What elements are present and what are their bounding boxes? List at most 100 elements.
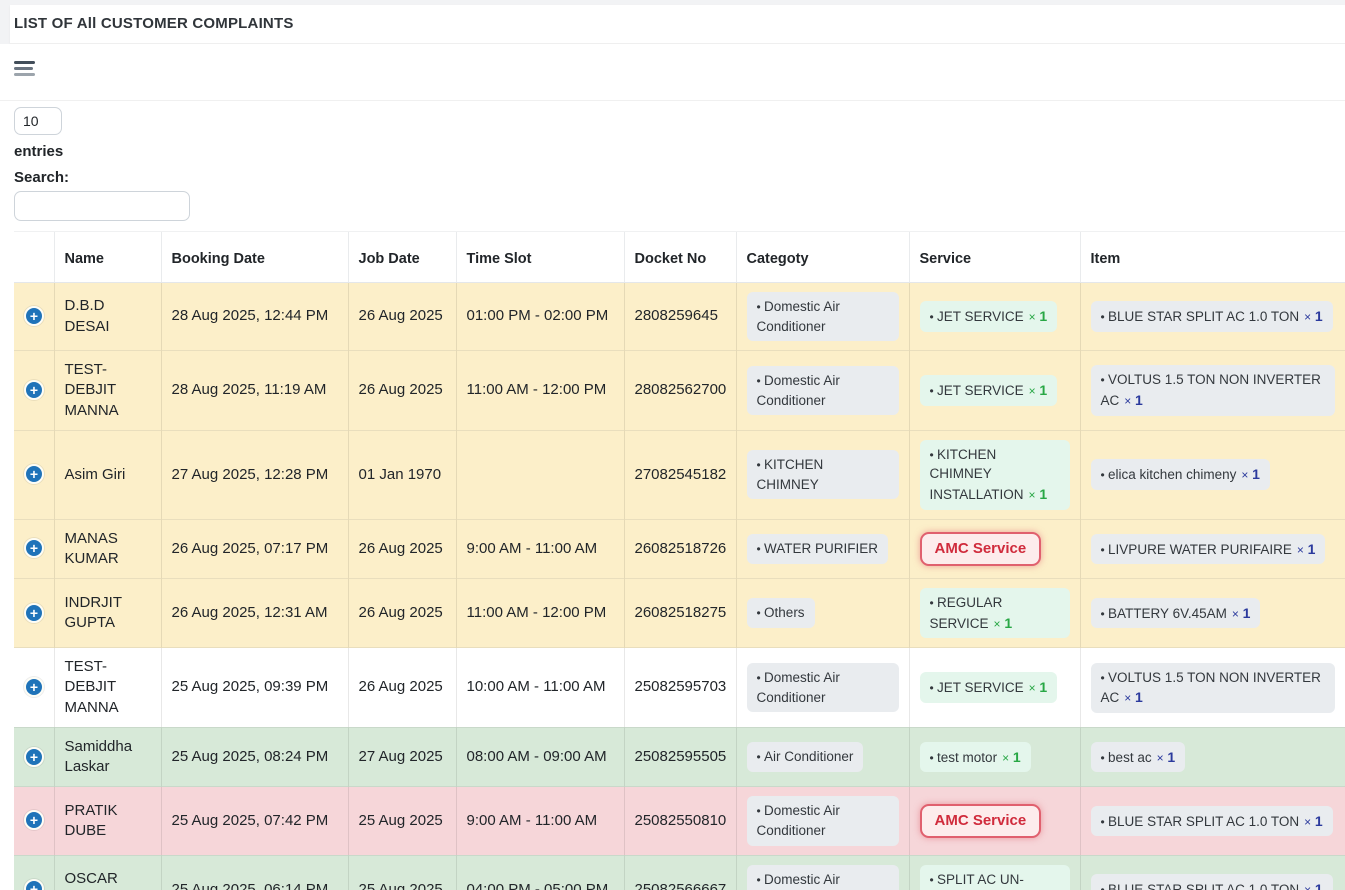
name-cell: OSCAR OMIN <box>54 855 161 890</box>
column-header-docket-no[interactable]: Docket No <box>624 232 736 283</box>
booking-date-cell: 28 Aug 2025, 12:44 PM <box>161 283 348 351</box>
column-header-item[interactable]: Item <box>1080 232 1345 283</box>
expand-row-button[interactable]: + <box>24 810 44 830</box>
category-badge: Domestic Air Conditioner <box>747 292 899 341</box>
booking-date-cell: 28 Aug 2025, 11:19 AM <box>161 351 348 431</box>
item-cell: best ac× 1 <box>1080 727 1345 787</box>
table-row: +OSCAR OMIN25 Aug 2025, 06:14 PM25 Aug 2… <box>14 855 1345 890</box>
multiply-sign: × <box>994 617 1001 631</box>
column-header-name[interactable]: Name <box>54 232 161 283</box>
time-slot-cell: 11:00 AM - 12:00 PM <box>456 351 624 431</box>
category-cell: Domestic Air Conditioner <box>736 648 909 728</box>
name-cell: TEST-DEBJIT MANNA <box>54 648 161 728</box>
multiply-sign: × <box>1029 681 1036 695</box>
docket-no-cell: 25082595505 <box>624 727 736 787</box>
booking-date-cell: 27 Aug 2025, 12:28 PM <box>161 430 348 519</box>
job-date-cell: 26 Aug 2025 <box>348 579 456 648</box>
booking-date-cell: 26 Aug 2025, 07:17 PM <box>161 519 348 579</box>
service-badge-qty: 1 <box>1039 486 1047 502</box>
expand-cell: + <box>14 648 54 728</box>
category-badge-label: Domestic Air Conditioner <box>757 670 840 705</box>
datatable-controls: 10 entries Search: <box>0 101 1345 225</box>
item-badge-label: BLUE STAR SPLIT AC 1.0 TON <box>1101 882 1300 890</box>
category-badge: Others <box>747 598 815 628</box>
item-badge-qty: 1 <box>1252 466 1260 482</box>
service-badge-label: JET SERVICE <box>930 383 1024 398</box>
expand-row-button[interactable]: + <box>24 879 44 890</box>
service-cell: JET SERVICE× 1 <box>909 283 1080 351</box>
job-date-cell: 01 Jan 1970 <box>348 430 456 519</box>
item-badge-qty: 1 <box>1315 813 1323 829</box>
category-badge-label: Others <box>757 605 805 620</box>
column-header-booking-date[interactable]: Booking Date <box>161 232 348 283</box>
item-badge-label: LIVPURE WATER PURIFAIRE <box>1101 542 1292 557</box>
service-badge: REGULAR SERVICE× 1 <box>920 588 1070 638</box>
table-row: +Samiddha Laskar25 Aug 2025, 08:24 PM27 … <box>14 727 1345 787</box>
docket-no-cell: 28082562700 <box>624 351 736 431</box>
column-header-job-date[interactable]: Job Date <box>348 232 456 283</box>
time-slot-cell: 11:00 AM - 12:00 PM <box>456 579 624 648</box>
item-badge: LIVPURE WATER PURIFAIRE× 1 <box>1091 534 1326 565</box>
service-cell: test motor× 1 <box>909 727 1080 787</box>
table-row: +INDRJIT GUPTA26 Aug 2025, 12:31 AM26 Au… <box>14 579 1345 648</box>
item-cell: LIVPURE WATER PURIFAIRE× 1 <box>1080 519 1345 579</box>
name-cell: Samiddha Laskar <box>54 727 161 787</box>
category-cell: Domestic Air Conditioner <box>736 787 909 855</box>
item-badge-qty: 1 <box>1315 881 1323 890</box>
hamburger-bar <box>14 67 33 70</box>
multiply-sign: × <box>1241 468 1248 482</box>
service-cell: AMC Service <box>909 787 1080 855</box>
multiply-sign: × <box>1304 815 1311 829</box>
column-header-categoty[interactable]: Categoty <box>736 232 909 283</box>
service-cell: JET SERVICE× 1 <box>909 351 1080 431</box>
name-cell: Asim Giri <box>54 430 161 519</box>
category-cell: Others <box>736 579 909 648</box>
category-badge-label: Air Conditioner <box>757 749 854 764</box>
table-row: +PRATIK DUBE25 Aug 2025, 07:42 PM25 Aug … <box>14 787 1345 855</box>
item-badge: BLUE STAR SPLIT AC 1.0 TON× 1 <box>1091 806 1333 837</box>
expand-row-button[interactable]: + <box>24 747 44 767</box>
multiply-sign: × <box>1297 543 1304 557</box>
item-badge-qty: 1 <box>1135 392 1143 408</box>
job-date-cell: 26 Aug 2025 <box>348 519 456 579</box>
expand-row-button[interactable]: + <box>24 306 44 326</box>
expand-row-button[interactable]: + <box>24 380 44 400</box>
column-header-service[interactable]: Service <box>909 232 1080 283</box>
item-badge-label: VOLTUS 1.5 TON NON INVERTER AC <box>1101 670 1321 706</box>
item-badge-qty: 1 <box>1135 689 1143 705</box>
item-badge-label: BLUE STAR SPLIT AC 1.0 TON <box>1101 309 1300 324</box>
expand-row-button[interactable]: + <box>24 538 44 558</box>
menu-toggle-icon[interactable] <box>14 58 35 79</box>
service-badge: JET SERVICE× 1 <box>920 672 1058 703</box>
amc-service-badge: AMC Service <box>920 532 1042 566</box>
multiply-sign: × <box>1157 751 1164 765</box>
service-badge: JET SERVICE× 1 <box>920 301 1058 332</box>
service-badge-label: test motor <box>930 750 998 765</box>
service-badge-qty: 1 <box>1004 615 1012 631</box>
category-cell: Domestic Air Conditioner <box>736 283 909 351</box>
item-badge: BLUE STAR SPLIT AC 1.0 TON× 1 <box>1091 301 1333 332</box>
job-date-cell: 25 Aug 2025 <box>348 855 456 890</box>
expand-cell: + <box>14 519 54 579</box>
category-cell: Domestic Air Conditioner <box>736 351 909 431</box>
service-badge-label: SPLIT AC UN-INSTALLATIONS <box>930 872 1033 890</box>
item-badge-qty: 1 <box>1167 749 1175 765</box>
search-input[interactable] <box>14 191 190 221</box>
expand-row-button[interactable]: + <box>24 464 44 484</box>
entries-length-select[interactable]: 10 <box>14 107 62 135</box>
category-cell: Air Conditioner <box>736 727 909 787</box>
category-cell: Domestic Air Conditioner <box>736 855 909 890</box>
expand-row-button[interactable]: + <box>24 603 44 623</box>
service-badge-label: JET SERVICE <box>930 309 1024 324</box>
toolbar <box>0 44 1345 101</box>
item-badge-qty: 1 <box>1243 605 1251 621</box>
page-header: LIST OF All CUSTOMER COMPLAINTS <box>0 0 1345 44</box>
expand-cell: + <box>14 430 54 519</box>
multiply-sign: × <box>1232 607 1239 621</box>
docket-no-cell: 26082518726 <box>624 519 736 579</box>
column-header-time-slot[interactable]: Time Slot <box>456 232 624 283</box>
multiply-sign: × <box>1304 883 1311 890</box>
expand-row-button[interactable]: + <box>24 677 44 697</box>
docket-no-cell: 25082566667 <box>624 855 736 890</box>
item-cell: VOLTUS 1.5 TON NON INVERTER AC× 1 <box>1080 648 1345 728</box>
